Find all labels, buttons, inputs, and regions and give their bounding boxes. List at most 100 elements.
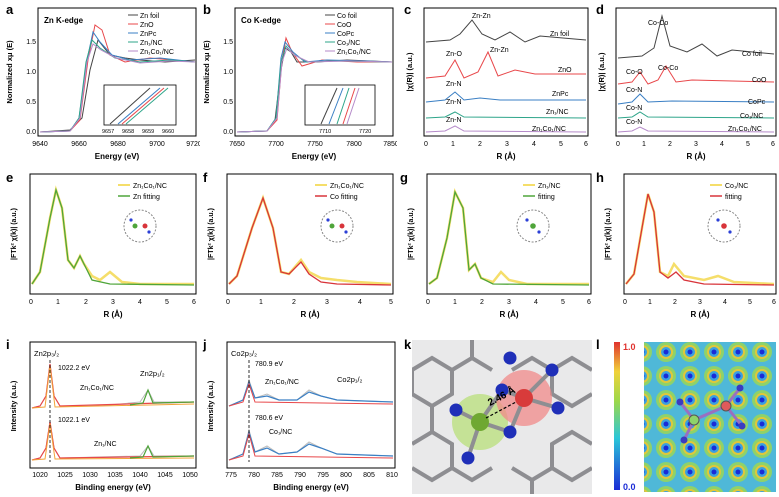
y-tick: 1.5 xyxy=(223,39,233,46)
inset-curve xyxy=(342,87,356,125)
graphene-ring xyxy=(123,209,157,243)
zn-atom xyxy=(688,414,700,426)
x-tick: 5 xyxy=(389,299,393,306)
x-tick: 0 xyxy=(424,141,428,148)
x-tick: 2 xyxy=(478,141,482,148)
x-tick: 7800 xyxy=(346,141,362,148)
bond xyxy=(550,370,592,409)
curve-fitting xyxy=(625,193,775,286)
bond xyxy=(693,404,727,422)
y-axis-label: |FTk² χ(k)| (a.u.) xyxy=(605,208,612,260)
annotation: Zn2p₃/₂ xyxy=(34,349,59,358)
plot-frame xyxy=(234,7,394,137)
curve-component-bottom xyxy=(228,432,394,461)
graphene-ring xyxy=(320,209,354,243)
legend-entry: fitting xyxy=(538,194,555,201)
plot-frame xyxy=(226,173,394,295)
x-tick: 7700 xyxy=(268,141,284,148)
x-tick: 2 xyxy=(480,299,484,306)
n-atom xyxy=(680,436,688,444)
panel-a-xanes-zn: Zn K-edge Zn foil ZnO ZnPc Zn₁/NC Zn₁Co₁… xyxy=(5,7,200,161)
y-tick: 1.0 xyxy=(26,69,36,76)
annotation: Zn₁Co₁/NC xyxy=(265,379,299,386)
x-tick: 7650 xyxy=(229,141,245,148)
x-tick: 6 xyxy=(192,299,196,306)
curve-experimental xyxy=(228,194,392,286)
x-tick: 7850 xyxy=(383,141,397,148)
y-tick: 0.5 xyxy=(26,99,36,106)
y-tick: 0.5 xyxy=(223,99,233,106)
x-axis-label: R (Å) xyxy=(690,310,709,319)
annotation: CoPc xyxy=(748,99,766,106)
zn-atom xyxy=(530,223,536,229)
n-atom xyxy=(716,218,720,222)
annotation: Co2p₁/₂ xyxy=(337,375,363,384)
x-axis-label: R (Å) xyxy=(686,152,705,161)
y-axis-label: Intensity (a.u.) xyxy=(206,380,215,431)
x-tick: 0 xyxy=(226,299,230,306)
x-tick: 6 xyxy=(584,141,588,148)
y-axis-label: |χ(R)| (a.u.) xyxy=(405,52,414,91)
annotation: Co2p₃/₂ xyxy=(231,349,257,358)
panel-label-c: c xyxy=(404,2,412,17)
n-atom xyxy=(738,422,746,430)
panel-d-ft-exafs-co: Co-Co Co foil Co-O Co-Co CoO Co-N CoPc C… xyxy=(597,7,777,161)
y-axis-label: |FTk² χ(k)| (a.u.) xyxy=(208,208,215,260)
panel-label-f: f xyxy=(203,170,208,185)
panel-label-i: i xyxy=(6,337,10,352)
x-tick: 810 xyxy=(386,472,398,479)
inset-curve xyxy=(336,87,350,125)
n-atom xyxy=(344,230,348,234)
panel-l-charge-density-map: 1.0 0.0 xyxy=(614,342,776,492)
legend-entry: ZnO xyxy=(140,22,154,29)
x-tick: 1025 xyxy=(57,472,73,479)
molecule-thumbnail xyxy=(707,209,741,243)
x-tick: 1 xyxy=(648,299,652,306)
legend-entry: ZnPc xyxy=(140,31,157,38)
curve-co-foil xyxy=(617,14,775,59)
annotation: Co-N xyxy=(626,119,642,126)
x-tick: 6 xyxy=(772,299,776,306)
panel-c-ft-exafs-zn: Zn-Zn Zn foil Zn-O Zn-Zn ZnO Zn-N ZnPc Z… xyxy=(405,7,589,161)
curve-zn1co1-nc xyxy=(236,47,393,133)
contour-map xyxy=(644,342,776,492)
legend-entry: Zn₁/NC xyxy=(538,183,561,190)
annotation: Zn-N xyxy=(446,117,462,124)
zn-atom xyxy=(329,223,335,229)
annotation: CoO xyxy=(752,77,767,84)
x-tick: 1 xyxy=(56,299,60,306)
n-atom xyxy=(326,218,330,222)
x-tick: 4 xyxy=(138,299,142,306)
x-axis-label: R (Å) xyxy=(300,310,319,319)
y-axis-label: |FTk² χ(k)| (a.u.) xyxy=(11,208,18,260)
annotation: Zn₁Co₁/NC xyxy=(80,385,114,392)
curve-fit-top xyxy=(31,363,195,409)
panel-b-xanes-co: Co K-edge Co foil CoO CoPc Co₁/NC Zn₁Co₁… xyxy=(202,7,397,161)
annotation: Zn-Zn xyxy=(490,47,509,54)
x-tick: 5 xyxy=(561,299,565,306)
x-tick: 5 xyxy=(559,141,563,148)
annotation: ZnO xyxy=(558,67,572,74)
curve-zno xyxy=(425,50,586,79)
x-tick: 3 xyxy=(111,299,115,306)
legend-entry: Zn₁/NC xyxy=(140,40,163,47)
x-tick: 4 xyxy=(358,299,362,306)
x-tick: 9720 xyxy=(186,141,200,148)
inset-tick: 7710 xyxy=(319,129,331,135)
x-tick: 2 xyxy=(84,299,88,306)
n-atom xyxy=(676,398,684,406)
panel-label-h: h xyxy=(596,170,604,185)
x-tick: 9640 xyxy=(32,141,48,148)
x-tick: 0 xyxy=(616,141,620,148)
panel-label-a: a xyxy=(6,2,14,17)
n-atom xyxy=(545,363,559,377)
annotation: Zn-N xyxy=(446,99,462,106)
bond xyxy=(450,466,494,483)
x-axis-label: R (Å) xyxy=(499,310,518,319)
x-axis-label: Binding energy (eV) xyxy=(75,483,151,492)
annotation: 780.6 eV xyxy=(255,415,283,422)
annotation: Zn₁/NC xyxy=(546,109,569,116)
x-tick: 3 xyxy=(694,141,698,148)
curve-component-top-2p12 xyxy=(129,388,195,406)
curve-fit-bottom xyxy=(228,429,394,461)
